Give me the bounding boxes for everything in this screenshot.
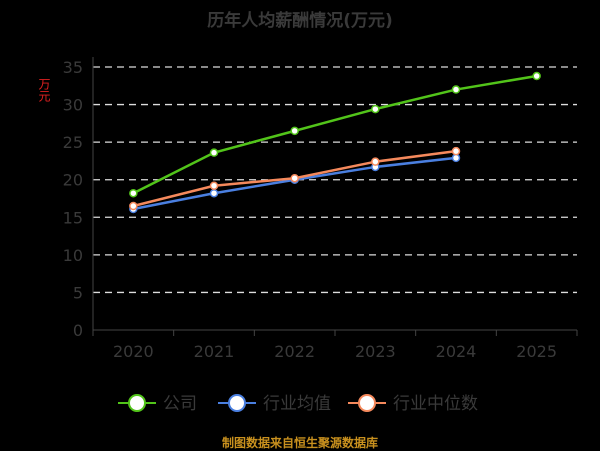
x-tick-label: 2025 <box>516 342 557 361</box>
data-point <box>129 201 138 211</box>
legend-label: 公司 <box>163 394 197 414</box>
data-point <box>209 148 219 157</box>
y-axis-label: 万元 <box>37 78 51 102</box>
legend-label: 行业中位数 <box>393 394 478 414</box>
data-point <box>451 146 461 156</box>
legend-label: 行业均值 <box>263 394 331 414</box>
x-tick-label: 2022 <box>274 342 315 361</box>
y-tick-label: 25 <box>63 133 83 152</box>
x-tick-label: 2024 <box>436 342 477 361</box>
data-point <box>129 188 138 198</box>
legend-marker <box>358 394 376 412</box>
y-tick-label: 10 <box>63 246 83 265</box>
x-tick-label: 2020 <box>113 342 154 361</box>
data-point <box>290 173 299 183</box>
y-tick-label: 15 <box>63 208 83 227</box>
chart-title: 历年人均薪酬情况(万元) <box>207 11 393 31</box>
data-point <box>451 153 461 163</box>
data-point <box>371 104 380 114</box>
legend-marker <box>128 394 146 412</box>
source-note: 制图数据来自恒生聚源数据库 <box>221 436 378 450</box>
y-tick-label: 5 <box>73 283 83 302</box>
data-point <box>209 188 219 198</box>
data-point <box>209 181 219 190</box>
y-tick-label: 0 <box>73 321 83 340</box>
data-point <box>451 85 461 94</box>
data-point <box>532 71 541 81</box>
y-tick-label: 20 <box>63 171 83 190</box>
x-tick-label: 2023 <box>355 342 396 361</box>
y-tick-label: 30 <box>63 96 83 115</box>
y-tick-label: 35 <box>63 58 83 77</box>
legend-marker <box>228 394 246 412</box>
data-point <box>371 157 380 166</box>
x-tick-label: 2021 <box>194 342 235 361</box>
data-point <box>290 126 299 136</box>
series-line-0 <box>132 74 537 195</box>
